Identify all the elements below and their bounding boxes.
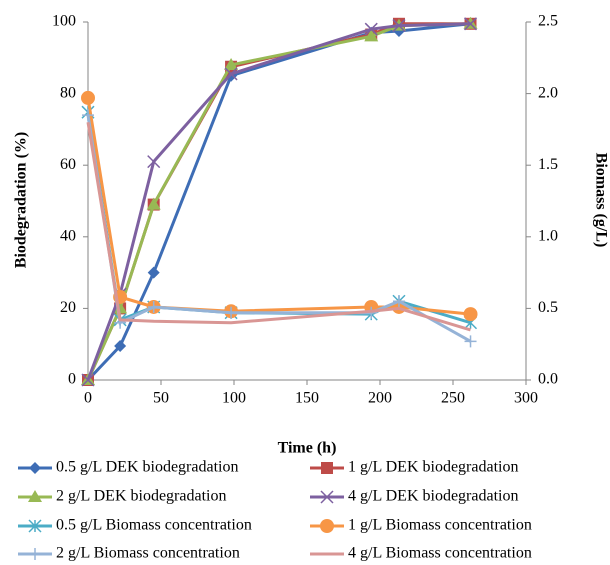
- marker: [82, 109, 94, 122]
- marker: [28, 490, 42, 502]
- marker: [29, 462, 41, 474]
- x-tick-label: 50: [153, 390, 169, 407]
- marker: [225, 306, 238, 319]
- marker: [320, 490, 334, 504]
- marker: [464, 335, 477, 348]
- series-line: [86, 22, 471, 382]
- marker: [224, 57, 239, 70]
- marker: [147, 266, 160, 279]
- x-tick-label: 250: [441, 390, 465, 407]
- marker: [147, 300, 160, 313]
- y-tick-label: 60: [60, 156, 76, 173]
- y-tick-label: 100: [52, 13, 76, 30]
- x-tick-label: 0: [84, 390, 92, 407]
- x-tick-label: 100: [222, 390, 246, 407]
- y-tick-label: 0: [68, 371, 76, 388]
- series-line: [86, 22, 471, 381]
- y2-tick-label: 2.0: [538, 84, 558, 101]
- legend-label: 0.5 g/L Biomass concentration: [56, 517, 252, 534]
- legend-label: 0.5 g/L DEK biodegradation: [56, 459, 238, 476]
- marker: [364, 29, 379, 42]
- legend-label: 1 g/L Biomass concentration: [348, 517, 532, 534]
- legend-label: 4 g/L DEK biodegradation: [348, 488, 518, 505]
- marker: [392, 295, 405, 308]
- y2-tick-label: 0.0: [538, 371, 558, 388]
- legend-label: 1 g/L DEK biodegradation: [348, 459, 518, 476]
- marker: [320, 519, 334, 533]
- y-axis-title: Biodegradation (%): [13, 132, 30, 268]
- marker: [392, 19, 406, 33]
- y2-axis-title: Biomass (g/L): [592, 153, 609, 248]
- legend-label: 4 g/L Biomass concentration: [348, 545, 532, 562]
- marker: [224, 67, 238, 81]
- marker: [364, 22, 378, 36]
- x-tick-label: 300: [514, 390, 538, 407]
- x-axis-title: Time (h): [278, 440, 337, 457]
- y-tick-label: 40: [60, 227, 76, 244]
- marker: [146, 197, 161, 210]
- y2-tick-label: 0.5: [538, 299, 558, 316]
- legend-label: 2 g/L DEK biodegradation: [56, 488, 226, 505]
- marker: [81, 373, 95, 387]
- marker: [321, 462, 333, 474]
- marker: [28, 519, 42, 533]
- marker: [29, 548, 41, 560]
- series-line: [86, 22, 471, 381]
- y-tick-label: 20: [60, 299, 76, 316]
- marker: [147, 155, 161, 169]
- y2-tick-label: 2.5: [538, 13, 558, 30]
- marker: [81, 90, 95, 105]
- marker: [463, 17, 478, 31]
- marker: [463, 307, 478, 322]
- y2-tick-label: 1.5: [538, 156, 558, 173]
- marker: [113, 301, 128, 314]
- marker: [114, 339, 127, 352]
- legend-label: 2 g/L Biomass concentration: [56, 545, 240, 562]
- y2-tick-label: 1.0: [538, 227, 558, 244]
- y-tick-label: 80: [60, 84, 76, 101]
- x-tick-label: 150: [295, 390, 319, 407]
- series-line: [86, 22, 471, 381]
- series-line: [86, 121, 471, 332]
- x-tick-label: 200: [368, 390, 392, 407]
- series-line: [86, 97, 471, 316]
